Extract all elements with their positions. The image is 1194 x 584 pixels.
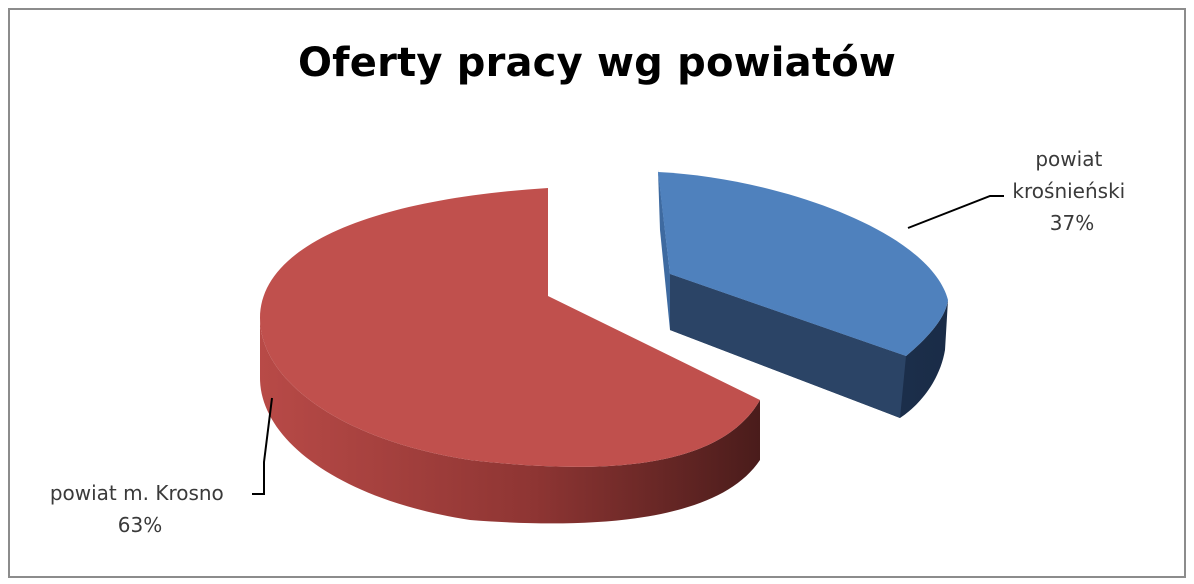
data-label-krosnienski: powiat krośnieński 37% [1012,147,1131,235]
leader-line-krosno [252,397,273,495]
pie-slice-krosno-top [260,188,760,467]
data-label-krosno: powiat m. Krosno 63% [50,481,230,537]
leader-line-krosnienski [907,195,1004,229]
chart-title: Oferty pracy wg powiatów [297,40,897,86]
pie-slice-krosnienski-front [670,274,906,418]
data-label-krosno-line1: powiat m. Krosno [50,481,224,505]
pie-slice-krosno [260,188,760,524]
data-label-krosnienski-line2: krośnieński [1012,179,1125,203]
data-label-krosno-percent: 63% [118,513,162,537]
pie-slice-krosno-side [260,318,760,524]
pie-slice-krosnienski-top [658,172,948,356]
data-label-krosnienski-percent: 37% [1050,211,1094,235]
data-label-krosnienski-line1: powiat [1035,147,1102,171]
pie-slice-krosnienski-inner [658,170,670,330]
pie-slice-krosnienski [658,170,948,418]
